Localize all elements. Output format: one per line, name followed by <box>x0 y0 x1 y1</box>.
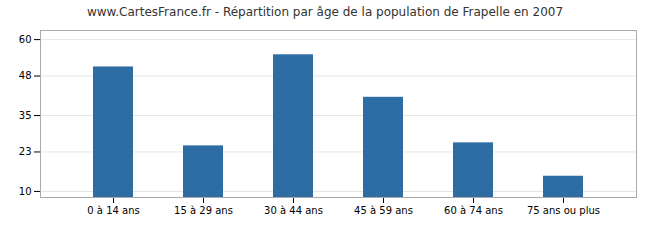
svg-text:60: 60 <box>19 34 32 45</box>
svg-text:35: 35 <box>19 110 32 121</box>
svg-text:0 à 14 ans: 0 à 14 ans <box>87 205 139 216</box>
svg-text:10: 10 <box>19 186 32 197</box>
svg-text:75 ans ou plus: 75 ans ou plus <box>527 205 600 216</box>
svg-text:15 à 29 ans: 15 à 29 ans <box>174 205 233 216</box>
svg-text:30 à 44 ans: 30 à 44 ans <box>264 205 323 216</box>
svg-text:48: 48 <box>19 70 32 81</box>
html-text:www.CartesFrance.fr - Répartit: www.CartesFrance.fr - Répartition par âg… <box>86 5 564 19</box>
svg-text:60 à 74 ans: 60 à 74 ans <box>444 205 503 216</box>
svg-text:23: 23 <box>19 146 32 157</box>
svg-text:45 à 59 ans: 45 à 59 ans <box>354 205 413 216</box>
